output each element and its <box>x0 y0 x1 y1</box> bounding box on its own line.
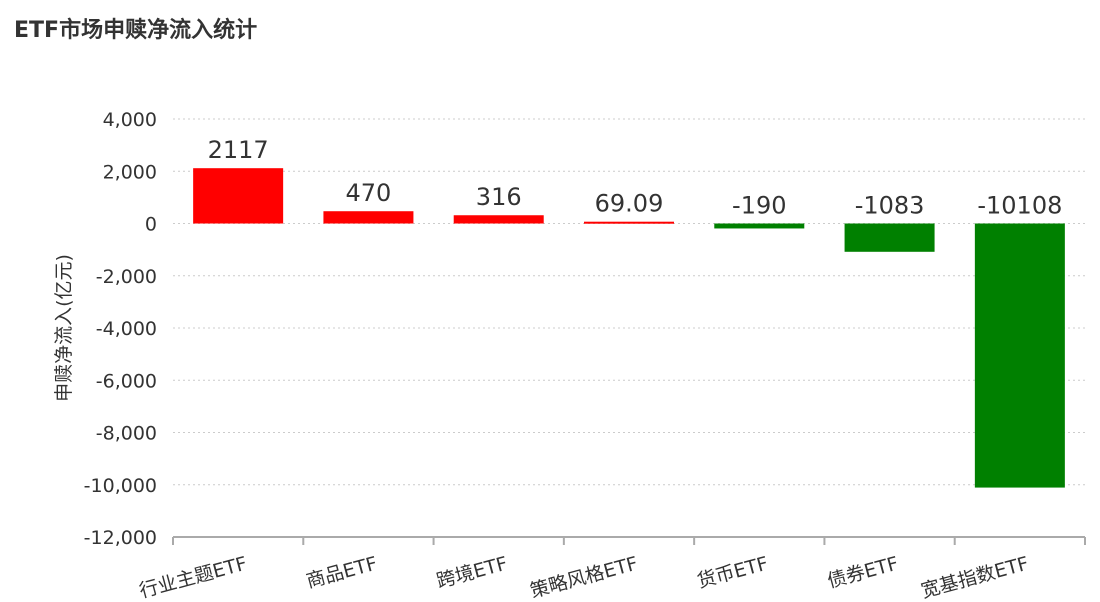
y-tick-label: -2,000 <box>96 266 157 288</box>
data-label: 470 <box>346 179 392 207</box>
x-tick-label: 宽基指数ETF <box>919 553 1031 602</box>
y-tick-label: -8,000 <box>96 423 157 445</box>
y-tick-label: -4,000 <box>96 318 157 340</box>
bar <box>453 215 544 224</box>
y-tick-label: 4,000 <box>103 109 157 131</box>
data-label: -190 <box>732 192 786 220</box>
y-tick-label: 2,000 <box>103 161 157 183</box>
data-label: 316 <box>476 183 522 211</box>
bar <box>974 223 1065 488</box>
x-tick-label: 债券ETF <box>825 553 901 593</box>
bar <box>584 221 674 224</box>
x-tick-label: 商品ETF <box>304 553 380 593</box>
x-tick-label: 行业主题ETF <box>137 553 249 602</box>
data-label: 69.09 <box>595 190 664 218</box>
x-tick-label: 策略风格ETF <box>528 553 640 602</box>
data-label: -10108 <box>977 192 1062 220</box>
y-tick-label: -10,000 <box>84 475 157 497</box>
x-tick-label: 跨境ETF <box>434 553 510 593</box>
data-label: -1083 <box>855 192 925 220</box>
x-tick-label: 货币ETF <box>695 553 771 593</box>
bar <box>193 168 284 224</box>
y-tick-label: 0 <box>145 214 157 236</box>
bar <box>714 223 805 229</box>
bar <box>844 223 935 252</box>
y-tick-label: -12,000 <box>84 527 157 549</box>
bar <box>323 211 414 224</box>
chart-title: ETF市场申赎净流入统计 <box>14 18 258 43</box>
data-label: 2117 <box>208 136 269 164</box>
y-tick-label: -6,000 <box>96 370 157 392</box>
y-axis-label: 申赎净流入(亿元) <box>53 254 75 402</box>
